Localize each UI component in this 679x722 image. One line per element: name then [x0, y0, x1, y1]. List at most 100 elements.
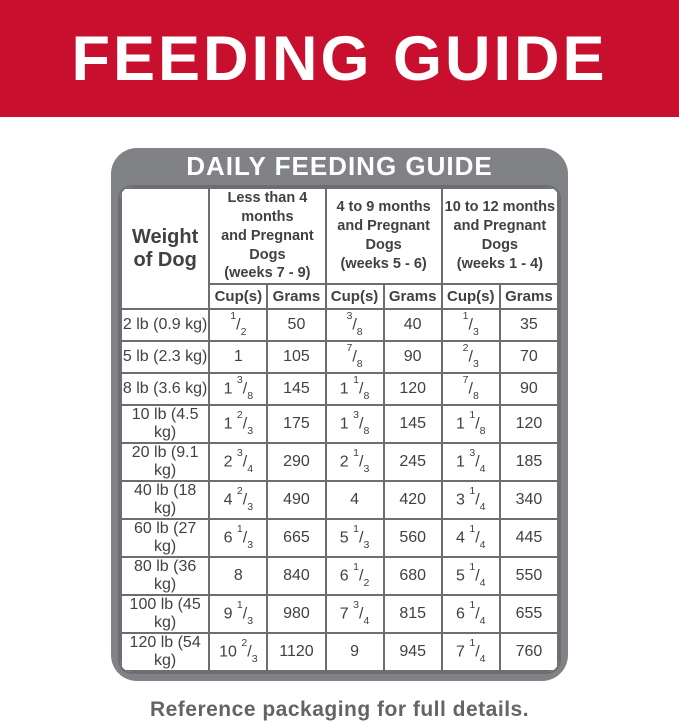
sub-header-row: Cup(s) Grams Cup(s) Grams Cup(s) Grams: [121, 283, 559, 311]
group-header-line: and Pregnant Dogs: [453, 218, 547, 254]
cups-cell: 10 2/3: [208, 632, 269, 673]
grams-cell: 185: [498, 442, 559, 483]
feeding-table-wrap: Weight of Dog Less than 4 months and Pre…: [118, 185, 561, 675]
cups-cell: 7 3/4: [324, 594, 385, 635]
cups-cell: 7/8: [324, 340, 385, 375]
grams-cell: 445: [498, 518, 559, 559]
weight-cell: 8 lb (3.6 kg): [120, 372, 211, 407]
cups-cell: 2 1/3: [324, 442, 385, 483]
grams-cell: 490: [266, 480, 327, 521]
table-row: 80 lb (36 kg) 8 840 6 1/2 680 5 1/4 550: [120, 556, 559, 597]
weight-cell: 60 lb (27 kg): [120, 518, 211, 559]
cups-cell: 1/3: [440, 308, 501, 343]
daily-feeding-guide-card: DAILY FEEDING GUIDE Weight of Dog Less t…: [111, 148, 568, 682]
grams-cell: 945: [382, 632, 443, 673]
grams-cell: 120: [498, 404, 559, 445]
grams-cell: 560: [382, 518, 443, 559]
cups-cell: 9: [324, 632, 385, 673]
cups-cell: 2/3: [440, 340, 501, 375]
cups-cell: 7/8: [440, 372, 501, 407]
group-header-under-4-months: Less than 4 months and Pregnant Dogs (we…: [208, 187, 327, 286]
group-header-line: (weeks 5 - 6): [340, 255, 427, 272]
cups-cell: 4 1/4: [440, 518, 501, 559]
weight-cell: 2 lb (0.9 kg): [120, 308, 211, 343]
grams-header: Grams: [498, 283, 559, 311]
cups-cell: 3/8: [324, 308, 385, 343]
cups-cell: 1 1/8: [324, 372, 385, 407]
table-title: DAILY FEEDING GUIDE: [186, 151, 493, 181]
feeding-table: Weight of Dog Less than 4 months and Pre…: [120, 187, 559, 673]
cups-cell: 6 1/4: [440, 594, 501, 635]
cups-cell: 5 1/3: [324, 518, 385, 559]
cups-header: Cup(s): [208, 283, 269, 311]
weight-cell: 100 lb (45 kg): [120, 594, 211, 635]
cups-cell: 7 1/4: [440, 632, 501, 673]
grams-cell: 420: [382, 480, 443, 521]
cups-cell: 8: [208, 556, 269, 597]
grams-cell: 980: [266, 594, 327, 635]
feeding-guide-banner: FEEDING GUIDE: [0, 0, 679, 117]
cups-cell: 1/2: [208, 308, 269, 343]
table-row: 5 lb (2.3 kg) 1 105 7/8 90 2/3 70: [120, 340, 559, 375]
weight-cell: 80 lb (36 kg): [120, 556, 211, 597]
grams-cell: 70: [498, 340, 559, 375]
weight-header-line: of Dog: [133, 248, 197, 271]
group-header-line: Less than 4 months: [227, 190, 308, 225]
group-header-4-to-9-months: 4 to 9 months and Pregnant Dogs (weeks 5…: [324, 187, 443, 286]
group-header-line: and Pregnant Dogs: [337, 218, 430, 254]
cups-cell: 2 3/4: [208, 442, 269, 483]
grams-cell: 290: [266, 442, 327, 483]
table-row: 60 lb (27 kg) 6 1/3 665 5 1/3 560 4 1/4 445: [120, 518, 559, 559]
cups-cell: 1 2/3: [208, 404, 269, 445]
weight-cell: 40 lb (18 kg): [120, 480, 211, 521]
cups-cell: 3 1/4: [440, 480, 501, 521]
grams-cell: 550: [498, 556, 559, 597]
table-row: 40 lb (18 kg) 4 2/3 490 4 420 3 1/4 340: [120, 480, 559, 521]
grams-cell: 90: [498, 372, 559, 407]
grams-header: Grams: [382, 283, 443, 311]
grams-cell: 145: [266, 372, 327, 407]
grams-cell: 50: [266, 308, 327, 343]
grams-cell: 175: [266, 404, 327, 445]
grams-cell: 680: [382, 556, 443, 597]
footer-note: Reference packaging for full details.: [149, 698, 530, 722]
weight-cell: 10 lb (4.5 kg): [120, 404, 211, 445]
grams-cell: 40: [382, 308, 443, 343]
grams-cell: 665: [266, 518, 327, 559]
table-row: 100 lb (45 kg) 9 1/3 980 7 3/4 815 6 1/4 655: [120, 594, 559, 635]
cups-cell: 6 1/3: [208, 518, 269, 559]
group-header-line: (weeks 7 - 9): [224, 265, 311, 282]
table-row: 20 lb (9.1 kg) 2 3/4 290 2 1/3 245 1 3/4 185: [120, 442, 559, 483]
grams-cell: 120: [382, 372, 443, 407]
grams-header: Grams: [266, 283, 327, 311]
grams-cell: 35: [498, 308, 559, 343]
page-title: FEEDING GUIDE: [71, 23, 608, 94]
weight-header-line: Weight: [131, 225, 199, 248]
cups-cell: 1 3/4: [440, 442, 501, 483]
cups-header: Cup(s): [440, 283, 501, 311]
cups-cell: 9 1/3: [208, 594, 269, 635]
grams-cell: 815: [382, 594, 443, 635]
weight-cell: 120 lb (54 kg): [120, 632, 211, 673]
cups-cell: 5 1/4: [440, 556, 501, 597]
cups-cell: 4: [324, 480, 385, 521]
group-header-line: and Pregnant Dogs: [221, 227, 314, 263]
cups-cell: 1 3/8: [324, 404, 385, 445]
cups-cell: 1 3/8: [208, 372, 269, 407]
grams-cell: 340: [498, 480, 559, 521]
weight-cell: 20 lb (9.1 kg): [120, 442, 211, 483]
cups-cell: 1: [208, 340, 269, 375]
grams-cell: 245: [382, 442, 443, 483]
table-row: 120 lb (54 kg) 10 2/3 1120 9 945 7 1/4 760: [120, 632, 559, 673]
grams-cell: 90: [382, 340, 443, 375]
weight-of-dog-header: Weight of Dog: [120, 187, 211, 311]
cups-cell: 1 1/8: [440, 404, 501, 445]
group-header-line: 4 to 9 months: [336, 199, 431, 216]
table-row: 10 lb (4.5 kg) 1 2/3 175 1 3/8 145 1 1/8 120: [120, 404, 559, 445]
cups-cell: 6 1/2: [324, 556, 385, 597]
feeding-table-body: 2 lb (0.9 kg) 1/2 50 3/8 40 1/3 35 5 lb (2.3 kg…: [120, 308, 559, 673]
table-row: 8 lb (3.6 kg) 1 3/8 145 1 1/8 120 7/8 90: [120, 372, 559, 407]
table-row: 2 lb (0.9 kg) 1/2 50 3/8 40 1/3 35: [120, 308, 559, 343]
grams-cell: 840: [266, 556, 327, 597]
weight-cell: 5 lb (2.3 kg): [120, 340, 211, 375]
